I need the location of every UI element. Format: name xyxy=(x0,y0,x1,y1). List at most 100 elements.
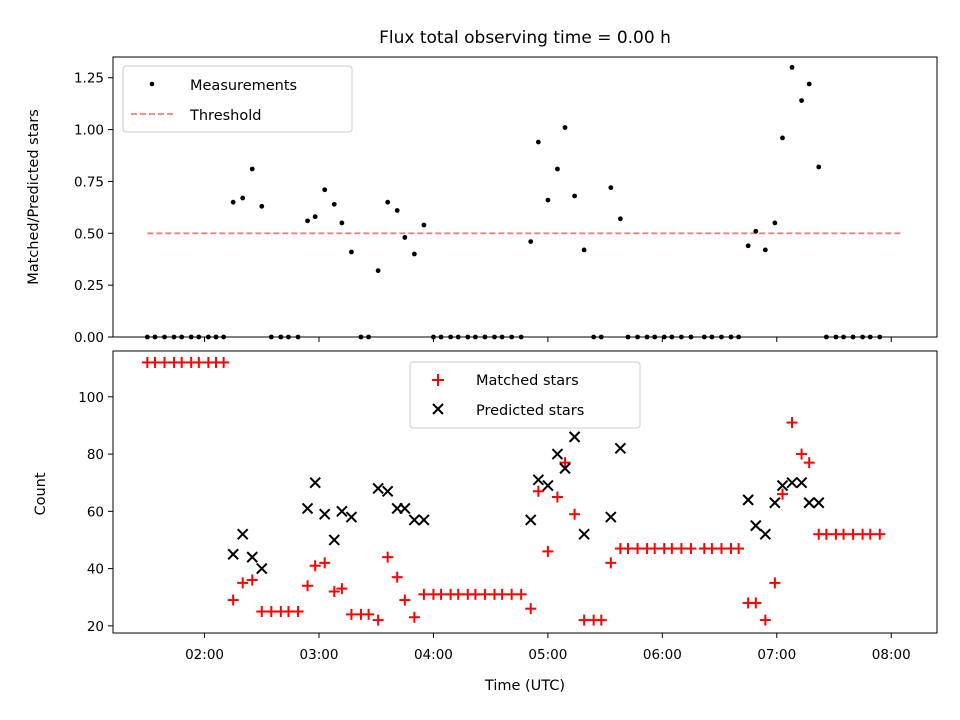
measurement-point xyxy=(617,216,623,222)
legend-threshold-label: Threshold xyxy=(189,108,261,124)
matched-star-point xyxy=(479,588,491,600)
matched-star-point xyxy=(496,588,508,600)
measurement-point xyxy=(385,199,391,205)
top-y-tick-label: 0.50 xyxy=(74,226,104,242)
matched-star-point xyxy=(595,614,607,626)
matched-star-point xyxy=(227,594,239,606)
matched-star-point xyxy=(336,583,348,595)
predicted-star-point xyxy=(381,485,394,497)
matched-star-point xyxy=(786,417,798,429)
legend-predicted-marker xyxy=(432,403,444,415)
measurement-point xyxy=(331,201,337,207)
predicted-star-point xyxy=(227,548,239,560)
predicted-star-point xyxy=(532,474,545,486)
matched-star-point xyxy=(525,603,537,615)
matched-star-point xyxy=(282,606,294,618)
top-legend-box xyxy=(122,65,353,133)
matched-star-point xyxy=(874,528,886,540)
predicted-star-point xyxy=(418,514,430,526)
measurement-point xyxy=(608,185,614,191)
bottom-legend-box xyxy=(409,361,641,429)
matched-star-point xyxy=(382,551,394,563)
matched-star-point xyxy=(159,356,170,368)
top-y-tick-label: 1.00 xyxy=(74,123,104,139)
bottom-y-tick-label: 80 xyxy=(87,447,104,463)
measurement-point xyxy=(411,251,417,257)
bottom-x-ticks: 02:00 03:00 04:00 05:00 06:00 07:00 08:00 xyxy=(185,633,911,663)
predicted-star-point xyxy=(408,514,421,526)
bottom-x-tick-label: 03:00 xyxy=(300,647,339,663)
top-y-tick-label: 0.75 xyxy=(74,174,104,190)
measurement-point xyxy=(402,235,408,240)
predicted-star-point xyxy=(769,497,781,509)
predicted-star-point xyxy=(246,551,258,563)
predicted-star-point xyxy=(256,562,268,575)
bottom-x-tick-label: 08:00 xyxy=(872,647,911,663)
matched-star-point xyxy=(559,457,571,469)
measurement-point xyxy=(230,199,236,205)
measurement-point xyxy=(545,197,551,203)
matched-star-point xyxy=(399,594,411,606)
matched-star-point xyxy=(469,588,481,600)
predicted-star-point xyxy=(372,482,384,495)
predicted-star-point xyxy=(568,431,581,443)
measurement-point xyxy=(799,98,804,103)
predicted-stars-series xyxy=(227,431,825,575)
measurement-point xyxy=(581,247,587,253)
bottom-y-ticks: 20 40 60 80 100 xyxy=(78,390,113,635)
matched-star-point xyxy=(864,528,876,540)
matched-star-point xyxy=(777,488,788,500)
predicted-star-point xyxy=(614,442,627,455)
matched-star-point xyxy=(319,557,331,569)
matched-star-point xyxy=(256,606,268,618)
matched-star-point xyxy=(605,557,617,569)
matched-star-point xyxy=(838,528,850,540)
measurement-point xyxy=(322,187,328,193)
legend-matched-marker xyxy=(432,374,444,386)
measurement-point xyxy=(780,135,785,141)
top-y-tick-label: 0.25 xyxy=(74,278,104,294)
matched-star-point xyxy=(391,571,403,583)
bottom-y-tick-label: 100 xyxy=(78,390,104,406)
bottom-x-tick-label: 02:00 xyxy=(185,647,224,663)
legend-measurements-marker xyxy=(149,81,155,87)
predicted-star-point xyxy=(803,497,815,509)
matched-star-point xyxy=(435,588,447,600)
bottom-x-tick-label: 06:00 xyxy=(643,647,682,663)
matched-star-point xyxy=(149,356,161,368)
matched-star-point xyxy=(715,543,727,555)
matched-star-point xyxy=(418,588,430,600)
bottom-x-tick-label: 07:00 xyxy=(757,647,796,663)
bottom-y-tick-label: 60 xyxy=(87,504,104,520)
predicted-star-point xyxy=(776,479,789,492)
matched-star-point xyxy=(515,588,527,600)
top-axes: Flux total observing time = 0.00 h Match… xyxy=(26,28,938,346)
legend-measurements-label: Measurements xyxy=(190,78,297,94)
predicted-star-point xyxy=(750,519,762,532)
matched-star-point xyxy=(542,545,554,557)
matched-star-point xyxy=(506,588,518,600)
top-axes-frame xyxy=(112,56,938,338)
predicted-star-point xyxy=(345,511,358,523)
predicted-star-point xyxy=(795,476,808,489)
predicted-star-point xyxy=(236,528,249,540)
bottom-y-tick-label: 40 xyxy=(87,562,104,578)
matched-star-point xyxy=(532,485,544,497)
top-y-tick-label: 1.25 xyxy=(74,71,104,87)
matched-stars-series xyxy=(141,356,886,626)
matched-star-point xyxy=(685,543,697,555)
measurement-point xyxy=(312,214,318,220)
matched-star-point xyxy=(452,588,464,600)
matched-star-point xyxy=(246,574,258,586)
matched-star-point xyxy=(649,543,661,555)
measurement-point xyxy=(745,243,751,249)
measurement-point xyxy=(375,268,381,274)
legend-predicted-label: Predicted stars xyxy=(476,403,584,419)
matched-star-point xyxy=(759,614,771,626)
bottom-x-tick-label: 04:00 xyxy=(414,647,453,663)
matched-star-point xyxy=(706,543,718,555)
matched-star-point xyxy=(292,606,304,618)
measurement-point xyxy=(240,195,246,201)
matched-star-point xyxy=(733,543,745,555)
